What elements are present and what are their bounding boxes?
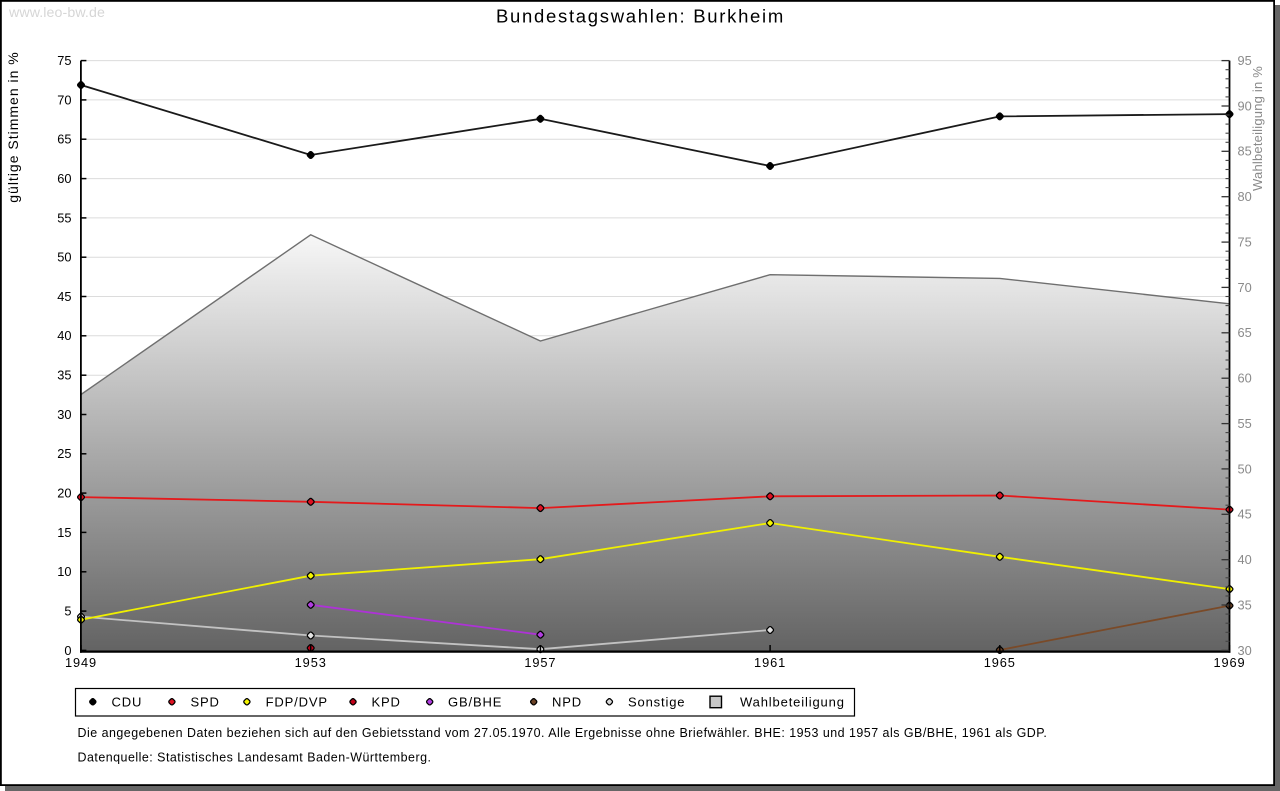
svg-text:SPD: SPD [191,695,220,710]
svg-text:75: 75 [1238,235,1252,250]
svg-text:90: 90 [1238,98,1252,113]
svg-text:CDU: CDU [112,695,143,710]
svg-text:Die angegebenen Daten beziehen: Die angegebenen Daten beziehen sich auf … [78,726,1048,740]
svg-text:95: 95 [1238,53,1252,68]
svg-text:www.leo-bw.de: www.leo-bw.de [8,5,105,21]
svg-text:5: 5 [64,604,71,619]
svg-text:85: 85 [1238,144,1252,159]
svg-text:0: 0 [64,643,71,658]
svg-text:55: 55 [1238,416,1252,431]
svg-text:15: 15 [57,525,71,540]
svg-text:35: 35 [1238,597,1252,612]
svg-text:Wahlbeteiligung: Wahlbeteiligung [740,695,845,710]
svg-text:40: 40 [57,328,71,343]
svg-text:65: 65 [1238,325,1252,340]
svg-text:35: 35 [57,368,71,383]
svg-text:GB/BHE: GB/BHE [448,695,502,710]
svg-text:1957: 1957 [524,655,556,670]
svg-text:55: 55 [57,210,71,225]
svg-text:60: 60 [1238,371,1252,386]
svg-text:65: 65 [57,132,71,147]
svg-text:70: 70 [57,92,71,107]
svg-text:60: 60 [57,171,71,186]
svg-text:Datenquelle: Statistisches Lan: Datenquelle: Statistisches Landesamt Bad… [78,751,432,765]
svg-text:1953: 1953 [295,655,327,670]
svg-text:45: 45 [57,289,71,304]
svg-text:80: 80 [1238,189,1252,204]
svg-text:Sonstige: Sonstige [628,695,685,710]
svg-text:20: 20 [57,486,71,501]
svg-text:50: 50 [1238,461,1252,476]
svg-text:FDP/DVP: FDP/DVP [266,695,328,710]
svg-text:1969: 1969 [1213,655,1245,670]
svg-text:25: 25 [57,446,71,461]
svg-text:30: 30 [1238,643,1252,658]
svg-text:NPD: NPD [552,695,582,710]
svg-text:KPD: KPD [372,695,401,710]
svg-text:75: 75 [57,53,71,68]
svg-text:1949: 1949 [65,655,97,670]
svg-text:gültige Stimmen in %: gültige Stimmen in % [5,51,21,203]
svg-text:45: 45 [1238,507,1252,522]
svg-text:1961: 1961 [754,655,786,670]
svg-text:10: 10 [57,564,71,579]
svg-text:30: 30 [57,407,71,422]
svg-text:Bundestagswahlen: Burkheim: Bundestagswahlen: Burkheim [496,6,785,27]
svg-text:50: 50 [57,250,71,265]
svg-text:70: 70 [1238,280,1252,295]
svg-text:40: 40 [1238,552,1252,567]
svg-text:Wahlbeteiligung in %: Wahlbeteiligung in % [1250,66,1265,191]
svg-text:1965: 1965 [984,655,1016,670]
